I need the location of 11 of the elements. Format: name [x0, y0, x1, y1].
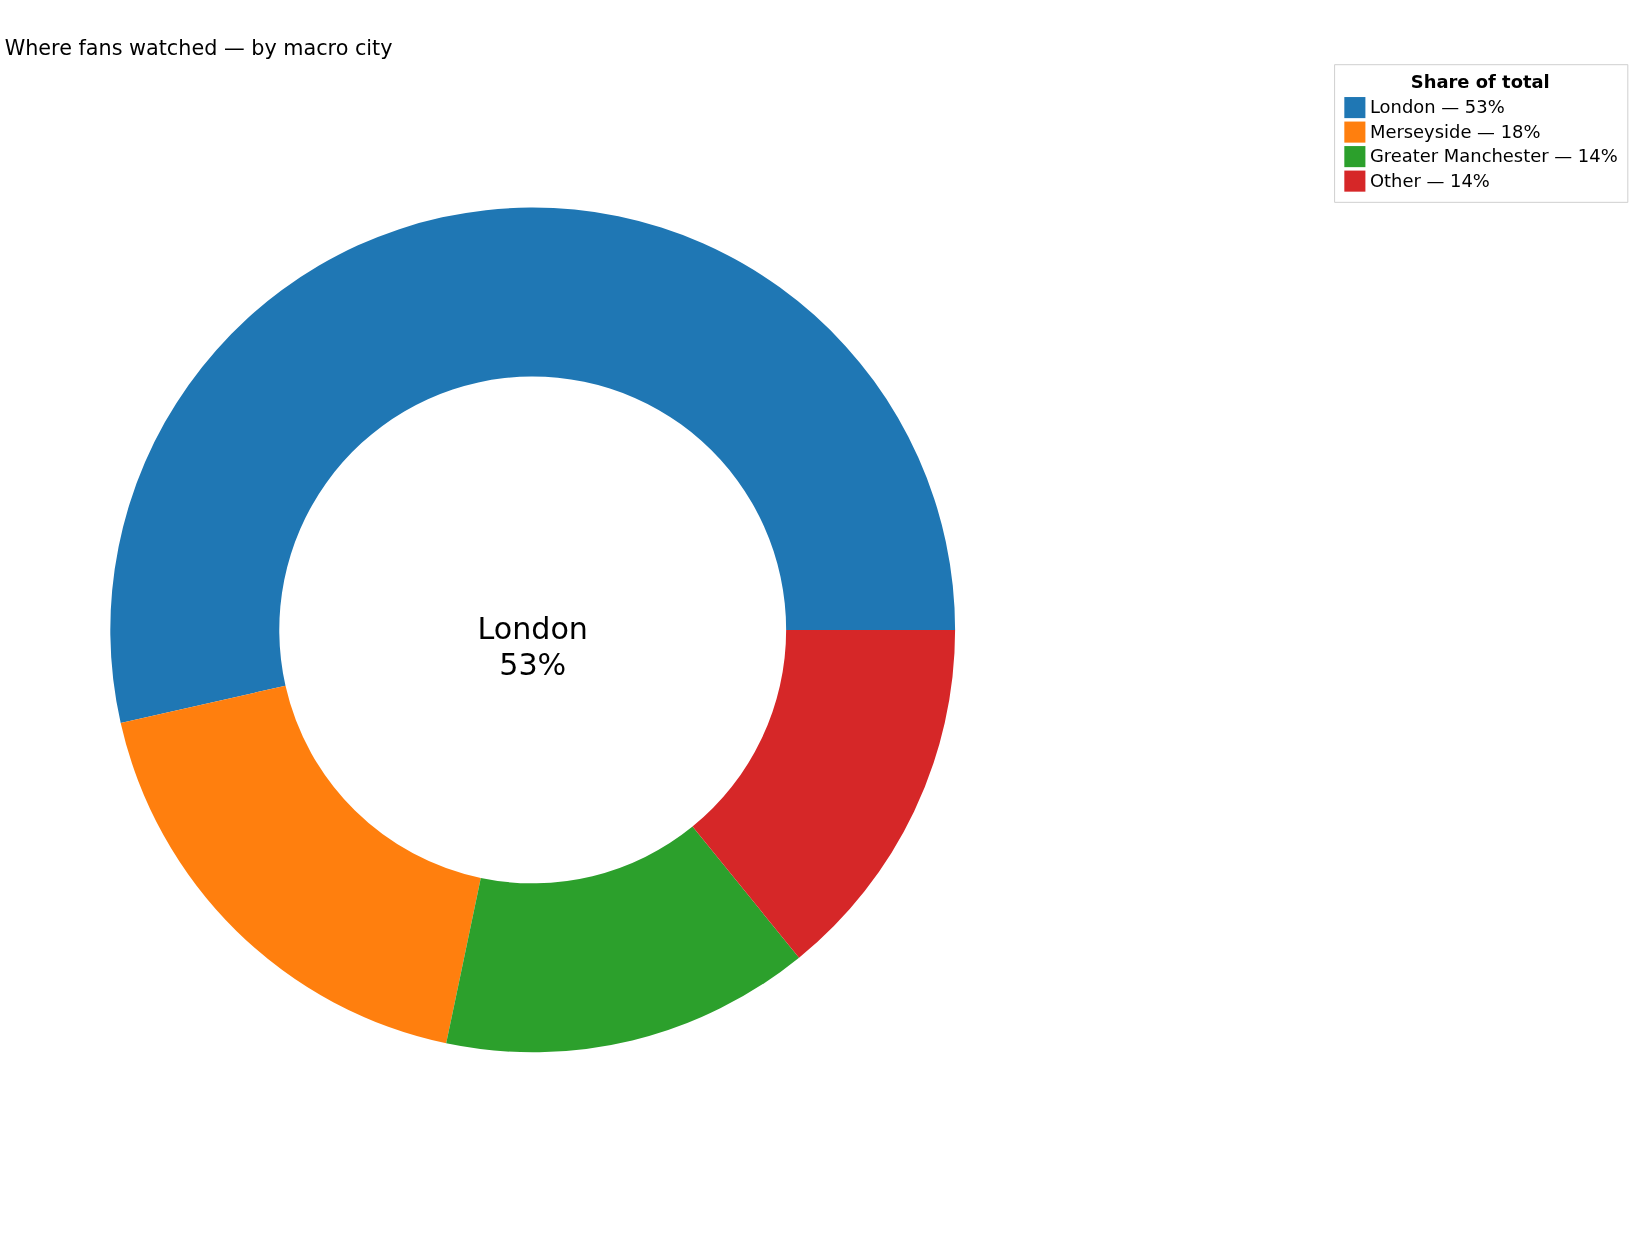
donut-slice: [692, 629, 956, 958]
legend-label: Merseyside — 18%: [1369, 120, 1541, 142]
legend-label: Greater Manchester — 14%: [1369, 145, 1618, 167]
legend-title: Share of total: [1410, 70, 1550, 92]
chart-title: Where fans watched — by macro city: [4, 36, 393, 61]
text: London 53%: [477, 611, 588, 683]
donut-slice: [446, 826, 800, 1052]
donut-slice: [120, 685, 481, 1044]
donut-slice: [110, 207, 956, 723]
legend-label: Other — 14%: [1369, 169, 1490, 191]
legend-label: London — 53%: [1369, 96, 1505, 118]
